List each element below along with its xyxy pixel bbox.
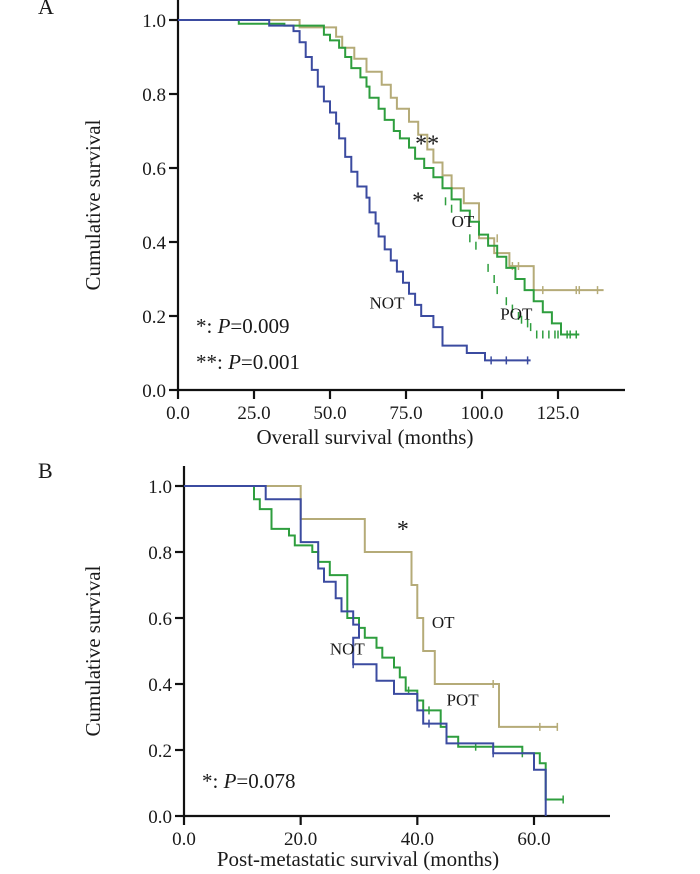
pa-curve-pot: [178, 19, 580, 336]
p-value-annotation-a1: *: P=0.009: [196, 314, 290, 338]
pa-x-tick-label: 75.0: [389, 403, 422, 424]
pb-curve-label-ot: OT: [432, 613, 455, 632]
pa-curve-ot: [178, 19, 604, 292]
pa-curve-not: [178, 19, 531, 362]
pb-curve-label-pot: POT: [447, 690, 480, 709]
pa-y-tick-label: 0.6: [142, 159, 166, 180]
curves-a: [178, 19, 604, 365]
pa-curve-label-ot: OT: [452, 212, 475, 231]
pb-significance-star: *: [397, 517, 409, 543]
p-value-annotation-a2: **: P=0.001: [196, 350, 300, 374]
pb-y-tick-label: 0.2: [148, 741, 172, 762]
pa-x-tick-label: 100.0: [461, 403, 504, 424]
panel-label-a: A: [38, 0, 54, 19]
pa-x-tick-label: 0.0: [166, 403, 190, 424]
pa-y-tick-label: 0.4: [142, 233, 166, 254]
pa-y-tick-label: 0.8: [142, 85, 166, 106]
curves-b: [184, 485, 564, 816]
pb-x-tick-label: 40.0: [401, 829, 434, 850]
pa-x-tick-label: 50.0: [313, 403, 346, 424]
pb-x-tick-label: 20.0: [284, 829, 317, 850]
panel-b: B Cumulative survival Post-metastatic su…: [38, 458, 610, 871]
x-axis-title-a: Overall survival (months): [257, 425, 474, 449]
pa-x-tick-label: 125.0: [537, 403, 580, 424]
p-value-annotation-b1: *: P=0.078: [202, 769, 296, 793]
pb-y-tick-label: 0.0: [148, 807, 172, 828]
pa-curve-label-pot: POT: [500, 305, 533, 324]
pb-y-tick-label: 0.8: [148, 543, 172, 564]
pb-curve-pot: [184, 485, 564, 801]
pb-curve-ot: [184, 485, 558, 728]
pb-x-tick-label: 0.0: [172, 829, 196, 850]
axes-b: 0.0 0.2 0.4 0.6 0.8 1.0 0.0 20.0 40.0 60.0: [148, 466, 610, 850]
pb-y-tick-label: 0.4: [148, 675, 172, 696]
pb-curve-label-not: NOT: [330, 639, 366, 658]
y-axis-title-a: Cumulative survival: [81, 119, 105, 290]
pa-significance-star: **: [415, 131, 439, 157]
pa-y-tick-label: 1.0: [142, 11, 166, 32]
axes-a: 0.0 0.2 0.4 0.6 0.8 1.0 0.0 25.0 50.0 75.0 100.0 12…: [142, 0, 625, 424]
pa-curve-label-not: NOT: [370, 294, 406, 313]
labels-b: OT POT NOT *: [330, 517, 479, 709]
pa-x-tick-label: 25.0: [237, 403, 270, 424]
panel-label-b: B: [38, 458, 53, 483]
pb-curve-not: [184, 485, 547, 816]
y-axis-title-b: Cumulative survival: [81, 565, 105, 736]
pa-y-tick-label: 0.2: [142, 307, 166, 328]
x-axis-title-b: Post-metastatic survival (months): [217, 847, 499, 871]
pa-significance-star: *: [412, 189, 424, 215]
pb-y-tick-label: 0.6: [148, 609, 172, 630]
pa-y-tick-label: 0.0: [142, 381, 166, 402]
pb-x-tick-label: 60.0: [517, 829, 550, 850]
pb-y-tick-label: 1.0: [148, 477, 172, 498]
panel-a: A Cumulative survival Overall survival (…: [38, 0, 625, 449]
